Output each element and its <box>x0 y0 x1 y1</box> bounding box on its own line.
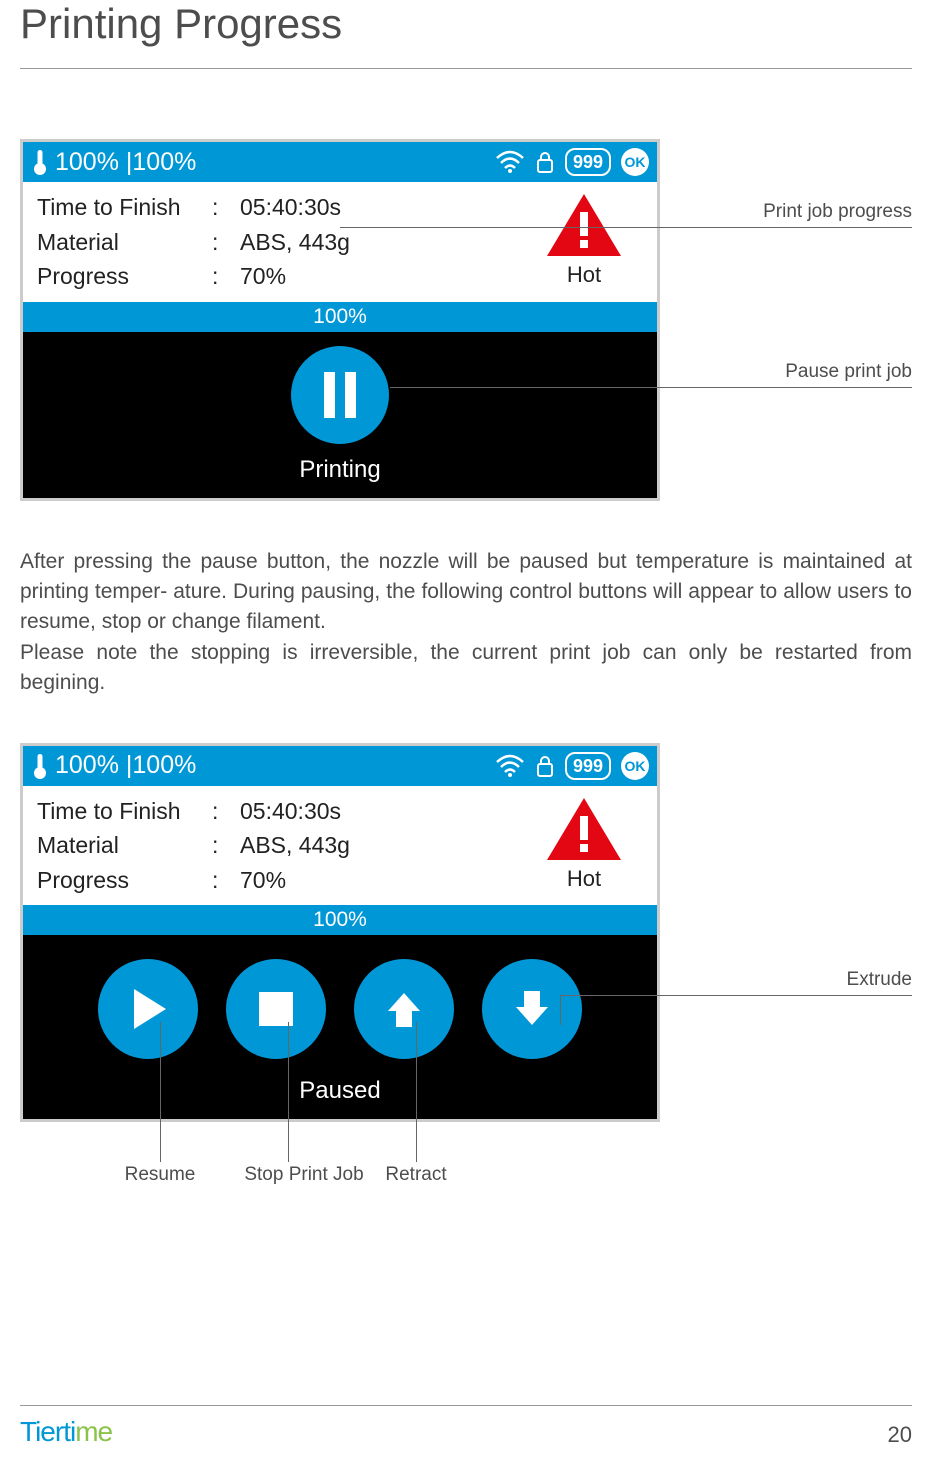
wifi-icon <box>495 150 525 174</box>
time-value: 05:40:30s <box>240 794 341 829</box>
info-area: Time to Finish : 05:40:30s Material : AB… <box>23 182 657 302</box>
wifi-icon <box>495 754 525 778</box>
resume-button[interactable] <box>98 959 198 1059</box>
callout-extrude: Extrude <box>847 969 912 991</box>
info-area: Time to Finish : 05:40:30s Material : AB… <box>23 786 657 906</box>
diagram-2: 100% |100% 999 OK <box>20 743 912 1193</box>
state-label: Paused <box>299 1077 380 1105</box>
callout-line-1 <box>340 227 912 228</box>
progress-strip: 100% <box>23 302 657 332</box>
material-label: Material <box>37 828 212 863</box>
stop-button[interactable] <box>226 959 326 1059</box>
time-label: Time to Finish <box>37 794 212 829</box>
status-temps: 100% |100% <box>55 148 196 177</box>
screenshot-paused: 100% |100% 999 OK <box>20 743 660 1123</box>
thermometer-icon <box>31 148 49 176</box>
hot-label: Hot <box>567 866 601 892</box>
page-footer: Tiertime 20 <box>20 1405 912 1448</box>
page-title: Printing Progress <box>20 0 912 68</box>
material-value: ABS, 443g <box>240 828 350 863</box>
ok-badge: OK <box>621 148 649 176</box>
material-value: ABS, 443g <box>240 225 350 260</box>
callout-print-job-progress: Print job progress <box>763 201 912 223</box>
bottom-annotations: Resume Stop Print Job Retract <box>20 1122 660 1192</box>
retract-button[interactable] <box>354 959 454 1059</box>
progress-strip: 100% <box>23 905 657 935</box>
material-label: Material <box>37 225 212 260</box>
counter-badge: 999 <box>565 148 611 176</box>
warning-icon <box>545 192 623 258</box>
progress-value: 70% <box>240 863 286 898</box>
pause-button[interactable] <box>291 346 389 444</box>
page-number: 20 <box>888 1422 912 1448</box>
lock-icon <box>535 754 555 778</box>
retract-label: Retract <box>385 1164 446 1186</box>
warning-icon <box>545 796 623 862</box>
diagram-1: 100% |100% 999 OK Time to Fini <box>20 139 912 501</box>
status-bar: 100% |100% 999 OK <box>23 746 657 786</box>
ok-badge: OK <box>621 752 649 780</box>
status-bar: 100% |100% 999 OK <box>23 142 657 182</box>
time-value: 05:40:30s <box>240 190 341 225</box>
extrude-button[interactable] <box>482 959 582 1059</box>
progress-label: Progress <box>37 259 212 294</box>
thermometer-icon <box>31 752 49 780</box>
progress-label: Progress <box>37 863 212 898</box>
action-area: Paused <box>23 935 657 1119</box>
screenshot-printing: 100% |100% 999 OK Time to Fini <box>20 139 660 501</box>
state-label: Printing <box>299 456 380 484</box>
body-text: After pressing the pause button, the noz… <box>20 547 912 699</box>
stop-label: Stop Print Job <box>244 1164 363 1186</box>
time-label: Time to Finish <box>37 190 212 225</box>
hot-label: Hot <box>567 262 601 288</box>
counter-badge: 999 <box>565 752 611 780</box>
progress-value: 70% <box>240 259 286 294</box>
brand-logo: Tiertime <box>20 1416 112 1448</box>
resume-label: Resume <box>125 1164 196 1186</box>
title-rule <box>20 68 912 69</box>
callout-pause-print-job: Pause print job <box>785 361 912 383</box>
status-temps: 100% |100% <box>55 751 196 780</box>
callout-line-3 <box>560 995 912 996</box>
callout-line-2 <box>390 387 912 388</box>
lock-icon <box>535 150 555 174</box>
action-area: Printing <box>23 332 657 498</box>
